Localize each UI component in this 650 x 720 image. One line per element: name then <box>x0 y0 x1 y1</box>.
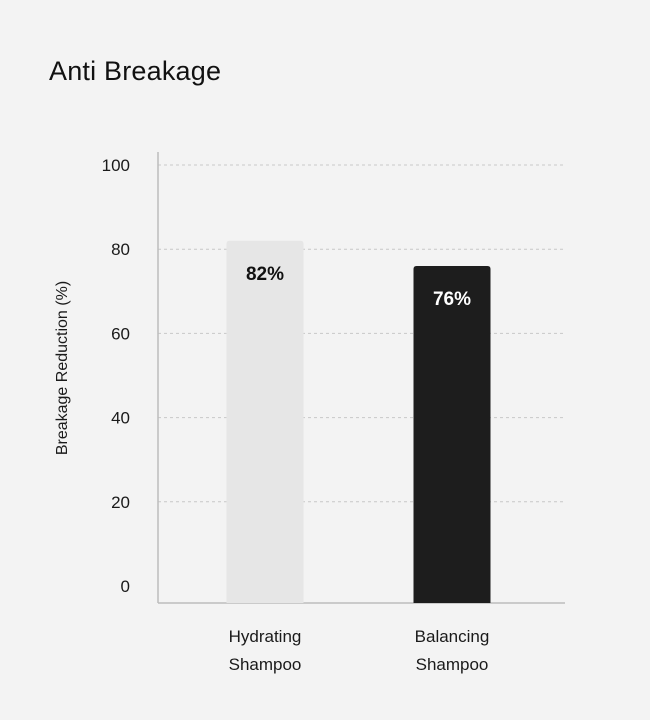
x-category-label: Balancing <box>415 627 490 646</box>
bar-value-label: 82% <box>246 264 284 285</box>
x-category-label: Hydrating <box>229 627 302 646</box>
x-category-label: Shampoo <box>229 655 302 674</box>
y-axis-title: Breakage Reduction (%) <box>54 281 71 455</box>
y-tick-label: 100 <box>102 156 130 175</box>
y-tick-label: 40 <box>111 409 130 428</box>
y-tick-label: 20 <box>111 493 130 512</box>
bar <box>413 266 491 603</box>
y-tick-label: 80 <box>111 240 130 259</box>
y-tick-label: 0 <box>121 577 130 596</box>
x-category-label: Shampoo <box>416 655 489 674</box>
y-tick-label: 60 <box>111 324 130 343</box>
bar-value-label: 76% <box>433 289 471 310</box>
bar <box>226 240 304 603</box>
chart-title: Anti Breakage <box>49 56 222 86</box>
